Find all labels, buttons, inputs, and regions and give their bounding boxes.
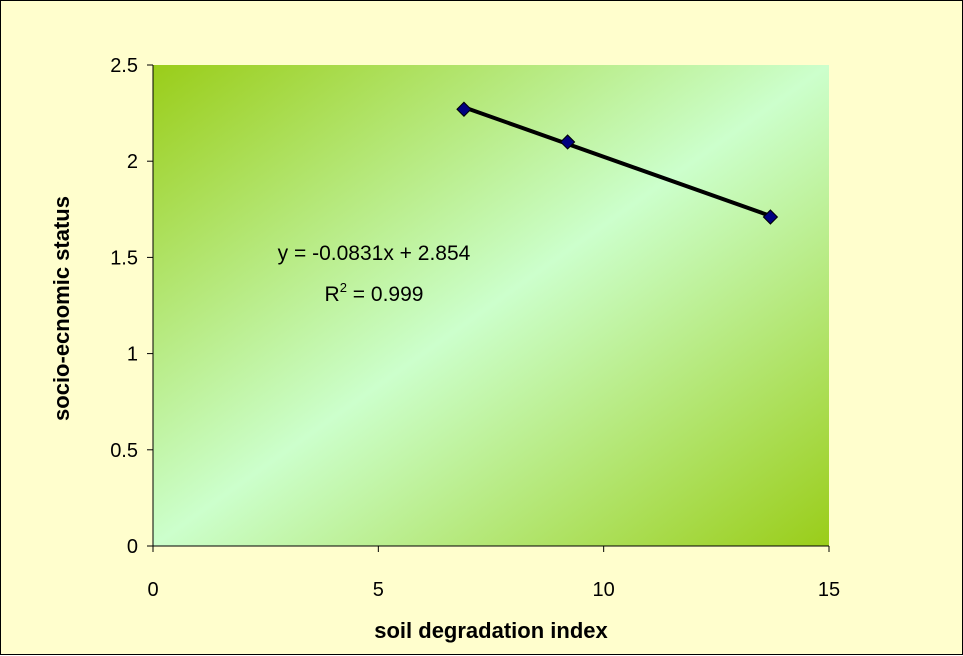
y-tick-label: 1 bbox=[127, 344, 138, 366]
y-tick-label: 0.5 bbox=[110, 440, 138, 462]
trendline-equation: y = -0.0831x + 2.854 bbox=[278, 242, 471, 265]
x-tick-label: 15 bbox=[818, 579, 840, 601]
y-axis-ticks: 0 0.5 1 1.5 2 2.5 bbox=[110, 55, 153, 558]
data-points bbox=[456, 101, 779, 225]
r2-superscript: 2 bbox=[340, 280, 347, 295]
axes bbox=[152, 65, 829, 547]
x-axis-title: soil degradation index bbox=[374, 618, 608, 643]
r2-value: = 0.999 bbox=[347, 283, 423, 306]
trendline-group bbox=[463, 105, 772, 218]
x-axis-ticks: 0 5 10 15 bbox=[147, 546, 840, 601]
y-tick-label: 2 bbox=[127, 151, 138, 173]
data-point bbox=[559, 134, 576, 150]
plot-area bbox=[153, 65, 829, 546]
y-tick-label: 1.5 bbox=[110, 247, 138, 269]
trendline-r2: R2 = 0.999 bbox=[325, 280, 424, 306]
y-tick-label: 0 bbox=[127, 536, 138, 558]
trendline bbox=[463, 105, 772, 218]
x-tick-label: 0 bbox=[147, 579, 158, 601]
x-tick-label: 10 bbox=[593, 579, 615, 601]
y-tick-label: 2.5 bbox=[110, 55, 138, 77]
x-tick-label: 5 bbox=[373, 579, 384, 601]
data-point bbox=[762, 209, 779, 225]
y-axis-title: socio-ecnomic status bbox=[49, 196, 74, 421]
data-point bbox=[456, 101, 472, 117]
r2-prefix: R bbox=[325, 283, 340, 306]
